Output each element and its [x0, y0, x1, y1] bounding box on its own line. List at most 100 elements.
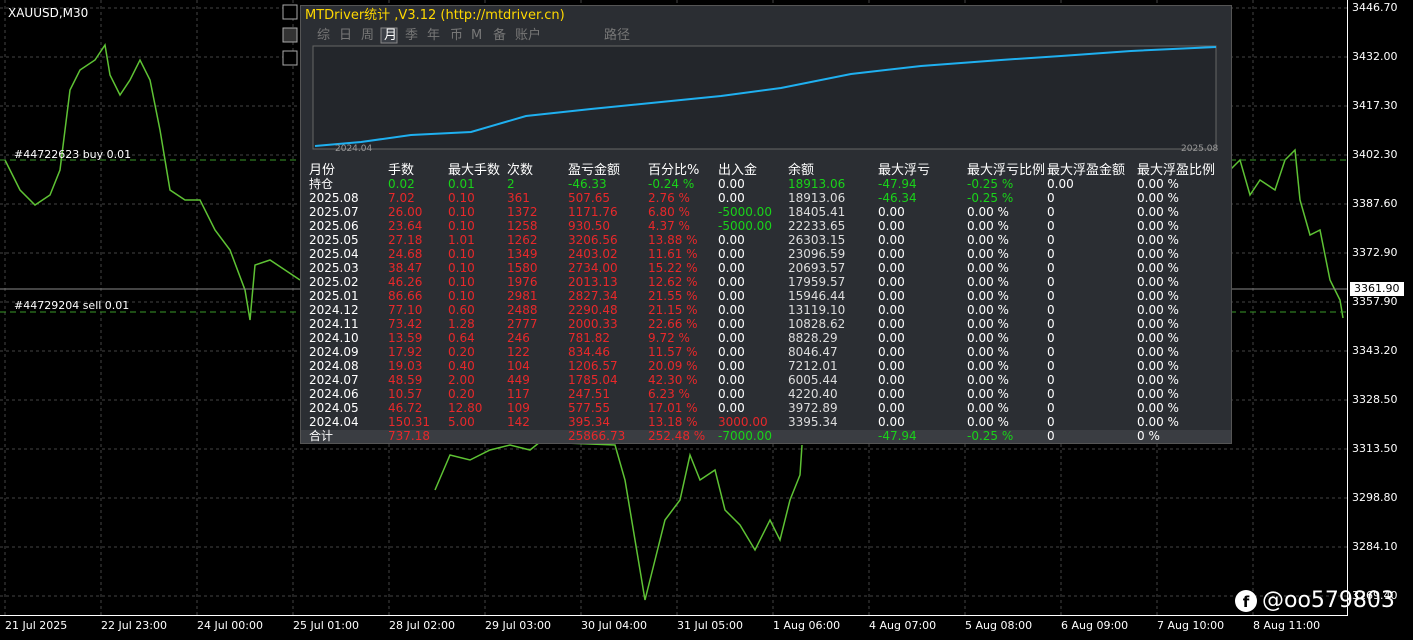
table-cell: 2.76 %: [648, 191, 690, 205]
table-cell: 0.10: [448, 275, 475, 289]
time-label: 31 Jul 05:00: [677, 619, 743, 632]
table-cell: 26.00: [388, 205, 423, 219]
table-cell: 0.40: [448, 359, 475, 373]
table-cell: 834.46: [568, 345, 610, 359]
table-cell: 18405.41: [788, 205, 846, 219]
table-cell: 1171.76: [568, 205, 618, 219]
time-label: 28 Jul 02:00: [389, 619, 455, 632]
table-cell: 0.00 %: [967, 233, 1009, 247]
table-cell: 781.82: [568, 331, 610, 345]
table-cell: 0.00: [718, 289, 745, 303]
table-cell: 0.00 %: [967, 261, 1009, 275]
table-cell: 0.00 %: [1137, 247, 1179, 261]
table-cell: 86.66: [388, 289, 423, 303]
table-cell: 1258: [507, 219, 538, 233]
table-cell: 0.00: [878, 247, 905, 261]
tab[interactable]: 周: [361, 28, 375, 43]
table-cell: 0.00 %: [1137, 191, 1179, 205]
table-cell: 0.00 %: [1137, 233, 1179, 247]
price-label: 3372.90: [1352, 246, 1398, 259]
table-cell: 22.66 %: [648, 317, 698, 331]
table-cell: 0.00 %: [1137, 387, 1179, 401]
table-cell: 0.00: [718, 247, 745, 261]
table-cell: 1.28: [448, 317, 475, 331]
panel-button[interactable]: [282, 27, 298, 43]
table-cell: 10.57: [388, 387, 423, 401]
table-cell: 0.00: [718, 317, 745, 331]
total-row-bg: [301, 430, 1231, 443]
table-cell: 0: [1047, 387, 1055, 401]
table-cell: 3206.56: [568, 233, 618, 247]
table-cell: 930.50: [568, 219, 610, 233]
table-cell: 3000.00: [718, 415, 768, 429]
price-line: [434, 441, 803, 601]
table-cell: 0.00: [878, 317, 905, 331]
table-cell: 5.00: [448, 415, 475, 429]
table-cell: 0.00 %: [967, 345, 1009, 359]
table-cell: 4220.40: [788, 387, 838, 401]
table-cell: 0.00 %: [1137, 303, 1179, 317]
table-cell: 20.09 %: [648, 359, 698, 373]
order-label: #44722623 buy 0.01: [14, 148, 132, 161]
panel-button[interactable]: [282, 4, 298, 20]
table-cell: 6.23 %: [648, 387, 690, 401]
tab[interactable]: 账户: [515, 28, 542, 43]
panel-button[interactable]: [282, 50, 298, 66]
table-cell: 737.18: [388, 429, 430, 443]
table-cell: 252.48 %: [648, 429, 706, 443]
tab[interactable]: 日: [339, 28, 353, 43]
table-cell: 0: [1047, 415, 1055, 429]
table-cell: 0.00 %: [967, 303, 1009, 317]
table-cell: 2025.01: [309, 289, 359, 303]
table-cell: 2.00: [448, 373, 475, 387]
table-cell: 2827.34: [568, 289, 618, 303]
table-cell: 0: [1047, 247, 1055, 261]
order-label: #44729204 sell 0.01: [14, 299, 130, 312]
tab[interactable]: 币: [450, 28, 464, 43]
table-cell: 0: [1047, 359, 1055, 373]
time-label: 6 Aug 09:00: [1061, 619, 1129, 632]
table-cell: 持仓: [309, 177, 334, 191]
table-cell: 11.57 %: [648, 345, 698, 359]
table-cell: 20693.57: [788, 261, 846, 275]
table-cell: 0.00: [718, 275, 745, 289]
time-label: 1 Aug 06:00: [773, 619, 841, 632]
table-cell: 0.20: [448, 345, 475, 359]
table-cell: 77.10: [388, 303, 423, 317]
table-cell: 6.80 %: [648, 205, 690, 219]
time-label: 22 Jul 23:00: [101, 619, 167, 632]
table-cell: 2734.00: [568, 261, 618, 275]
table-cell: 0.10: [448, 191, 475, 205]
tab[interactable]: 季: [405, 28, 419, 43]
table-cell: 0.00: [1047, 177, 1074, 191]
tab[interactable]: 综: [317, 28, 331, 43]
table-cell: 104: [507, 359, 530, 373]
table-cell: 0.00: [878, 331, 905, 345]
table-cell: 0.00: [718, 303, 745, 317]
table-cell: 15946.44: [788, 289, 846, 303]
table-cell: 3972.89: [788, 401, 838, 415]
table-cell: 117: [507, 387, 530, 401]
table-cell: 0.00 %: [1137, 205, 1179, 219]
table-cell: 73.42: [388, 317, 423, 331]
table-cell: 25866.73: [568, 429, 626, 443]
table-cell: 0.00: [878, 289, 905, 303]
tab[interactable]: 路径: [604, 28, 631, 43]
table-cell: 247.51: [568, 387, 610, 401]
table-cell: 2025.04: [309, 247, 359, 261]
time-label: 4 Aug 07:00: [869, 619, 937, 632]
tab[interactable]: 月: [384, 28, 398, 43]
table-cell: -5000.00: [718, 205, 772, 219]
table-cell: 2024.08: [309, 359, 359, 373]
table-cell: 2025.05: [309, 233, 359, 247]
equity-curve: [314, 46, 1217, 147]
table-cell: -0.25 %: [967, 191, 1014, 205]
table-cell: 2777: [507, 317, 538, 331]
tab[interactable]: 备: [493, 28, 507, 43]
table-cell: -0.25 %: [967, 429, 1014, 443]
tab[interactable]: 年: [427, 28, 441, 43]
time-label: 21 Jul 2025: [5, 619, 68, 632]
table-cell: 0.00 %: [967, 247, 1009, 261]
tab[interactable]: M: [471, 28, 483, 43]
time-label: 30 Jul 04:00: [581, 619, 647, 632]
